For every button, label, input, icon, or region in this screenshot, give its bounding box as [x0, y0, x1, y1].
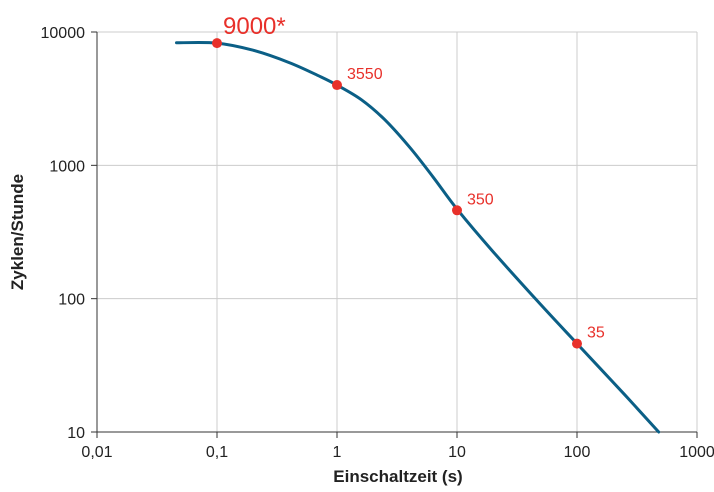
x-tick-label: 1000	[679, 444, 714, 461]
data-point-label: 350	[467, 191, 494, 208]
data-point-marker	[452, 205, 462, 216]
data-point-marker	[332, 80, 342, 91]
x-axis-label: Einschaltzeit (s)	[333, 467, 462, 486]
data-point-label: 3550	[347, 66, 383, 83]
x-tick-labels: 0,01 0,1 1 10 100 1000	[81, 444, 714, 461]
data-point-marker	[212, 38, 222, 49]
y-tick-label: 10	[67, 425, 85, 442]
data-point-label: 9000*	[223, 13, 286, 40]
x-tick-label: 100	[564, 444, 591, 461]
x-tick-label: 10	[448, 444, 466, 461]
x-tick-label: 0,1	[206, 444, 228, 461]
grid-lines	[97, 31, 698, 432]
data-point-marker	[572, 338, 582, 349]
y-axis-label: Zyklen/Stunde	[8, 174, 27, 290]
y-tick-label: 100	[58, 292, 85, 309]
x-tick-label: 0,01	[81, 444, 112, 461]
series-curve	[175, 40, 661, 434]
y-tick-labels: 10 100 1000 10000	[41, 25, 86, 442]
y-tick-label: 1000	[49, 158, 85, 175]
data-points: 9000* 3550 350 35	[212, 13, 605, 349]
axes	[91, 31, 698, 438]
x-tick-label: 1	[333, 444, 342, 461]
y-tick-label: 10000	[41, 25, 86, 42]
data-point-label: 35	[587, 325, 605, 342]
